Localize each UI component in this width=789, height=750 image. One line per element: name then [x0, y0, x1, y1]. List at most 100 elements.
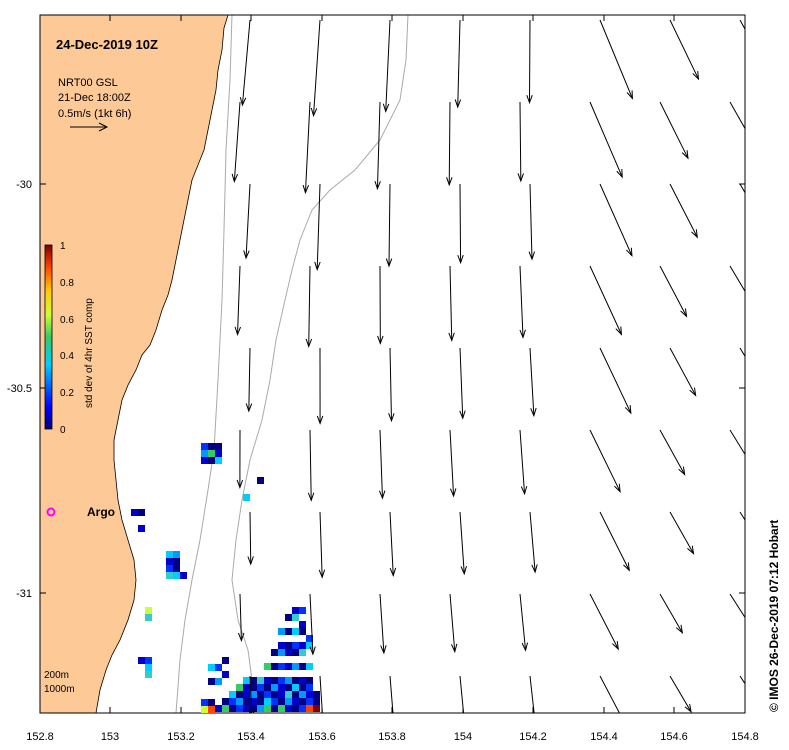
current-vector	[239, 19, 251, 107]
sst-cell	[299, 698, 306, 705]
x-tick-label: 154.4	[590, 731, 618, 743]
sst-cell	[208, 450, 215, 457]
current-vectors	[231, 19, 745, 713]
sst-cell	[264, 691, 271, 698]
sst-cell	[243, 494, 250, 501]
sst-cell	[264, 677, 271, 684]
sst-cell	[292, 677, 299, 684]
info-source: NRT00 GSL	[58, 77, 118, 89]
sst-cell	[222, 671, 229, 678]
land-mass	[40, 15, 229, 713]
argo-float-marker	[46, 507, 56, 517]
credit-text: © IMOS 26-Dec-2019 07:12 Hobart	[767, 520, 781, 712]
x-tick-label: 153	[101, 731, 119, 743]
sst-cell	[257, 677, 264, 684]
current-vector	[669, 347, 697, 397]
scale-arrow	[70, 122, 109, 132]
current-vector	[589, 429, 621, 494]
current-vector	[517, 101, 524, 183]
sst-cell	[145, 657, 152, 664]
sst-cell	[236, 691, 243, 698]
current-vector	[599, 19, 633, 100]
sst-cell	[285, 663, 292, 670]
current-vector	[388, 347, 395, 423]
x-tick-label: 153.8	[378, 731, 406, 743]
current-vector	[248, 675, 255, 713]
sst-cell	[208, 664, 215, 671]
sst-cell	[250, 698, 257, 705]
sst-cell	[292, 649, 299, 656]
sst-cell	[306, 677, 313, 684]
current-vector	[589, 101, 623, 179]
sst-cell	[173, 558, 180, 565]
sst-cell	[215, 450, 222, 457]
current-vector	[739, 347, 745, 358]
sst-std-dev-cells	[131, 443, 320, 713]
current-vector	[389, 675, 394, 713]
sst-cell	[243, 677, 250, 684]
x-tick-label: 152.8	[26, 731, 54, 743]
sst-cell	[264, 663, 271, 670]
current-vector	[231, 101, 241, 183]
current-vector	[302, 101, 311, 195]
current-vector	[599, 511, 630, 572]
axis-ticks	[39, 15, 746, 713]
current-vector	[459, 347, 466, 420]
sst-cell	[264, 684, 271, 691]
sst-cell	[257, 698, 264, 705]
sst-cell	[285, 677, 292, 684]
sst-cell	[250, 705, 257, 712]
current-vector	[599, 347, 632, 415]
sst-cell	[299, 607, 306, 614]
y-tick-label: -31	[16, 588, 32, 600]
current-vector	[385, 183, 393, 268]
current-vector	[669, 511, 695, 555]
sst-cell	[222, 698, 229, 705]
current-vector	[446, 101, 453, 187]
current-vector	[659, 429, 686, 476]
sst-cell	[299, 691, 306, 698]
current-vector	[669, 19, 700, 81]
sst-cell	[201, 699, 208, 706]
sst-cell	[201, 457, 208, 464]
sst-cell	[243, 698, 250, 705]
current-vector	[729, 265, 745, 293]
x-tick-label: 154.2	[519, 731, 547, 743]
sst-cell	[285, 698, 292, 705]
current-vector	[243, 183, 251, 260]
sst-cell	[306, 691, 313, 698]
sst-cell	[229, 691, 236, 698]
sst-cell	[299, 677, 306, 684]
current-vector	[729, 593, 745, 619]
current-vector	[310, 19, 321, 118]
current-vector	[316, 347, 324, 425]
current-vector	[245, 347, 253, 413]
sst-cell	[292, 642, 299, 649]
sst-cell	[138, 657, 145, 664]
current-vector	[589, 593, 619, 651]
colorbar-tick: 0.6	[60, 315, 74, 326]
sst-cell	[243, 691, 250, 698]
sst-cell	[173, 572, 180, 579]
sst-cell	[278, 677, 285, 684]
sst-cell	[201, 706, 208, 713]
sst-cell	[257, 705, 264, 712]
current-vector	[236, 429, 244, 489]
sst-cell	[285, 642, 292, 649]
current-vector	[378, 429, 386, 500]
current-vector	[659, 593, 684, 634]
sst-cell	[285, 649, 292, 656]
sst-cell	[180, 572, 187, 579]
sst-cell	[285, 614, 292, 621]
sst-cell	[313, 691, 320, 698]
colorbar-tick: 0.2	[60, 388, 74, 399]
sst-cell	[299, 649, 306, 656]
sst-cell	[243, 684, 250, 691]
sst-cell	[201, 450, 208, 457]
sst-cell	[236, 684, 243, 691]
current-vector	[459, 511, 467, 576]
sst-cell	[166, 572, 173, 579]
sst-cell	[264, 698, 271, 705]
sst-cell	[208, 699, 215, 706]
